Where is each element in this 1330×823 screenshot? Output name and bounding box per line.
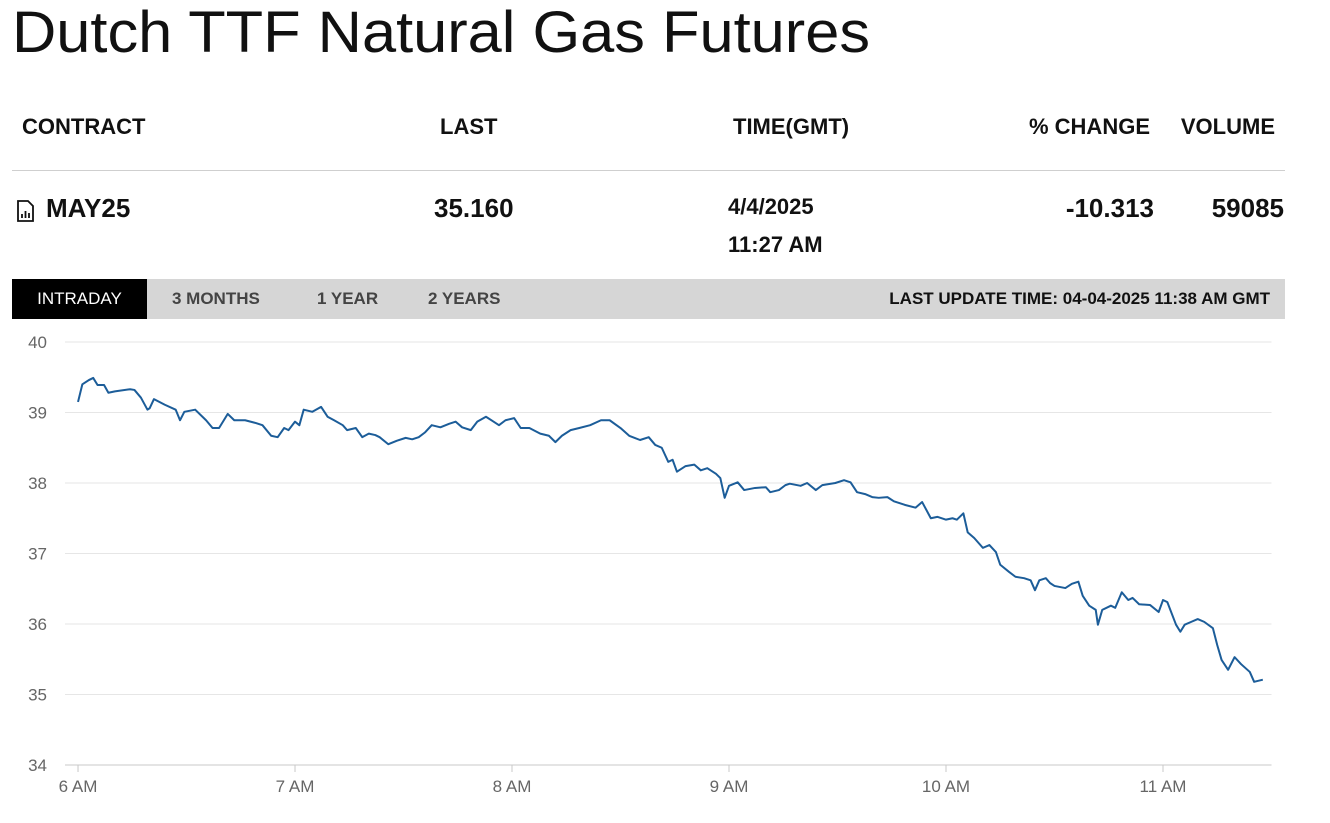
- doc-icon: [17, 200, 34, 222]
- x-tick-label: 10 AM: [922, 777, 970, 796]
- contract[interactable]: MAY25: [46, 193, 130, 223]
- column-header: CONTRACT: [22, 114, 146, 139]
- last-price: 35.160: [434, 193, 514, 223]
- tab[interactable]: 3 MONTHS: [172, 289, 260, 308]
- x-tick-label: 6 AM: [59, 777, 98, 796]
- x-tick-label: 11 AM: [1140, 777, 1187, 796]
- y-tick-label: 39: [28, 404, 47, 423]
- y-tick-label: 40: [28, 333, 47, 352]
- x-tick-label: 9 AM: [710, 777, 749, 796]
- x-tick-label: 8 AM: [493, 777, 532, 796]
- volume: 59085: [1212, 193, 1284, 223]
- y-tick-label: 37: [28, 545, 47, 564]
- y-tick-label: 36: [28, 615, 47, 634]
- trade-time: 11:27 AM: [728, 232, 823, 257]
- column-header: % CHANGE: [1029, 114, 1150, 139]
- trade-date: 4/4/2025: [728, 194, 814, 219]
- column-header: LAST: [440, 114, 498, 139]
- tab[interactable]: INTRADAY: [37, 289, 122, 308]
- page-title: Dutch TTF Natural Gas Futures: [12, 0, 870, 65]
- last-update: LAST UPDATE TIME: 04-04-2025 11:38 AM GM…: [889, 289, 1270, 308]
- active-tab[interactable]: [12, 279, 147, 319]
- tab[interactable]: 1 YEAR: [317, 289, 378, 308]
- y-tick-label: 38: [28, 474, 47, 493]
- y-tick-label: 35: [28, 686, 47, 705]
- price-chart: 34 35 36 37 38 39 40 6 AM 7 AM 8 AM 9 AM 10 AM 11 AM: [28, 333, 1272, 796]
- column-header: TIME(GMT): [733, 114, 849, 139]
- tab[interactable]: 2 YEARS: [428, 289, 500, 308]
- y-tick-label: 34: [28, 756, 47, 775]
- price-line: [77, 376, 1264, 683]
- tab-bar: [12, 279, 1285, 319]
- percent-change: -10.313: [1066, 193, 1154, 223]
- column-header: VOLUME: [1181, 114, 1275, 139]
- x-tick-label: 7 AM: [276, 777, 315, 796]
